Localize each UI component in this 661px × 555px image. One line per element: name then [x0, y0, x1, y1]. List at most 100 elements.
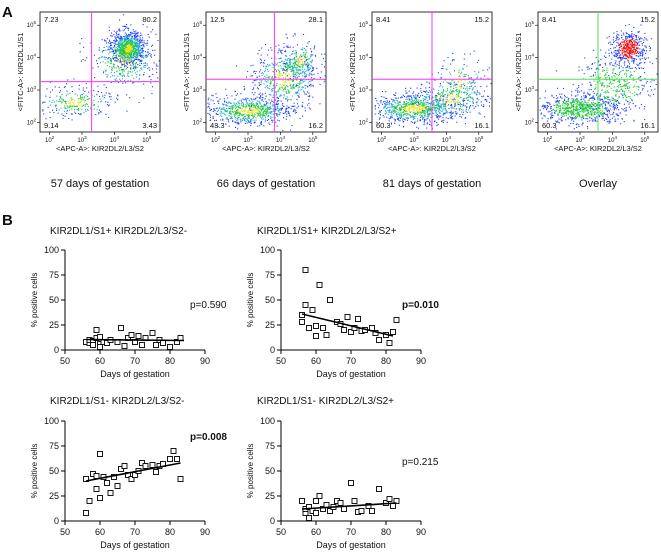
x-tick-label: 102 — [543, 135, 553, 144]
quadrant-lr: 16.1 — [640, 121, 655, 130]
data-point — [348, 329, 354, 335]
x-tick-label: 103 — [409, 135, 419, 144]
x-tick-label: 60 — [311, 527, 321, 537]
quadrant-ll: 43.3 — [210, 121, 225, 130]
data-point — [323, 332, 330, 338]
data-point — [97, 334, 103, 340]
data-point — [118, 466, 124, 472]
y-tick-label: 0 — [270, 345, 275, 355]
x-tick-label: 70 — [346, 527, 356, 537]
y-tick-label: 105 — [525, 20, 535, 29]
p-value: p=0.590 — [190, 300, 227, 311]
data-point — [118, 325, 124, 331]
data-point — [386, 340, 393, 346]
quadrant-ur: 15.2 — [640, 15, 655, 24]
data-point — [135, 333, 142, 339]
x-tick-label: 60 — [95, 356, 105, 366]
x-tick-label: 90 — [200, 527, 210, 537]
y-tick-label: 105 — [27, 20, 37, 29]
data-point — [302, 267, 309, 273]
flow-plot: 102 102 103 103 104 104 105 105 8.41 15.2 60.3 16.1… — [348, 11, 493, 190]
data-point — [313, 333, 319, 339]
x-tick-label: 103 — [77, 135, 87, 144]
p-value: p=0.008 — [190, 432, 227, 443]
x-tick-label: 50 — [60, 527, 70, 537]
data-point — [313, 510, 319, 516]
data-point — [153, 469, 159, 475]
data-point — [337, 500, 344, 506]
quadrant-ll: 60.3 — [542, 121, 557, 130]
y-axis-label: % positive cells — [246, 444, 255, 499]
data-point — [83, 476, 89, 482]
flow-plot: 102 102 103 103 104 104 105 105 7.23 80.2 9.14 3.43… — [16, 11, 161, 190]
panel-label-a: A — [2, 4, 13, 21]
quadrant-ur: 15.2 — [474, 15, 489, 24]
data-point — [83, 510, 89, 516]
x-tick-label: 105 — [142, 135, 152, 144]
data-point — [128, 476, 135, 482]
x-tick-label: 70 — [130, 356, 140, 366]
quadrant-lr: 16.1 — [474, 121, 489, 130]
quadrant-ul: 7.23 — [44, 15, 59, 24]
data-point — [299, 319, 305, 325]
data-point — [390, 329, 396, 335]
data-point — [316, 282, 323, 288]
data-point — [97, 451, 103, 457]
data-point — [376, 486, 382, 492]
y-tick-label: 103 — [193, 85, 203, 94]
y-tick-label: 102 — [359, 117, 369, 126]
x-axis-label: Days of gestation — [100, 540, 170, 550]
x-tick-label: 104 — [276, 135, 286, 144]
y-axis-label: <FITC-A>: KIR2DL1/S1 — [348, 33, 357, 112]
data-point — [174, 339, 180, 345]
data-point — [348, 480, 354, 486]
x-tick-label: 80 — [381, 527, 391, 537]
plot-frame — [39, 11, 161, 133]
y-tick-label: 102 — [27, 117, 37, 126]
x-tick-label: 80 — [165, 356, 175, 366]
data-point — [90, 342, 96, 348]
data-point — [139, 460, 145, 466]
y-tick-label: 75 — [49, 441, 59, 451]
data-point — [93, 473, 100, 479]
chart-title: KIR2DL1/S1+ KIR2DL2/L3/S2+ — [257, 226, 397, 237]
y-axis-label: <FITC-A>: KIR2DL1/S1 — [16, 33, 25, 112]
y-tick-label: 50 — [49, 466, 59, 476]
data-point — [313, 323, 319, 329]
x-tick-label: 60 — [95, 527, 105, 537]
scatter-plot: KIR2DL1/S1+ KIR2DL2/L3/S2+ 0 25 50 75 100 50 60… — [246, 226, 439, 379]
scatter-plot: KIR2DL1/S1- KIR2DL2/L3/S2+ 0 25 50 75 100 50 60… — [246, 396, 439, 550]
y-tick-label: 100 — [260, 245, 275, 255]
plot-caption: Overlay — [579, 178, 617, 190]
quadrant-ur: 80.2 — [142, 15, 157, 24]
y-tick-label: 25 — [49, 320, 59, 330]
p-value: p=0.010 — [402, 300, 439, 311]
y-tick-label: 103 — [525, 85, 535, 94]
data-point — [341, 506, 347, 512]
regression-line — [85, 338, 185, 342]
data-point — [142, 463, 149, 469]
y-tick-label: 105 — [193, 20, 203, 29]
x-tick-label: 103 — [575, 135, 585, 144]
x-tick-label: 90 — [416, 356, 426, 366]
y-tick-label: 104 — [359, 53, 369, 62]
data-point — [153, 342, 159, 348]
y-axis-label: % positive cells — [30, 273, 39, 328]
data-point — [177, 476, 184, 482]
y-axis-label: <FITC-A>: KIR2DL1/S1 — [514, 33, 523, 112]
x-tick-label: 90 — [200, 356, 210, 366]
y-tick-label: 75 — [265, 441, 275, 451]
y-tick-label: 103 — [27, 85, 37, 94]
y-tick-label: 50 — [265, 466, 275, 476]
x-tick-label: 90 — [416, 527, 426, 537]
quadrant-ul: 12.5 — [210, 15, 225, 24]
event-cloud — [539, 24, 658, 130]
quadrant-ur: 28.1 — [308, 15, 323, 24]
x-axis-label: Days of gestation — [316, 540, 386, 550]
data-point — [139, 342, 145, 348]
x-tick-label: 105 — [474, 135, 484, 144]
x-tick-label: 80 — [165, 527, 175, 537]
data-point — [167, 344, 173, 350]
data-point — [369, 508, 375, 514]
regression-line — [301, 502, 397, 510]
